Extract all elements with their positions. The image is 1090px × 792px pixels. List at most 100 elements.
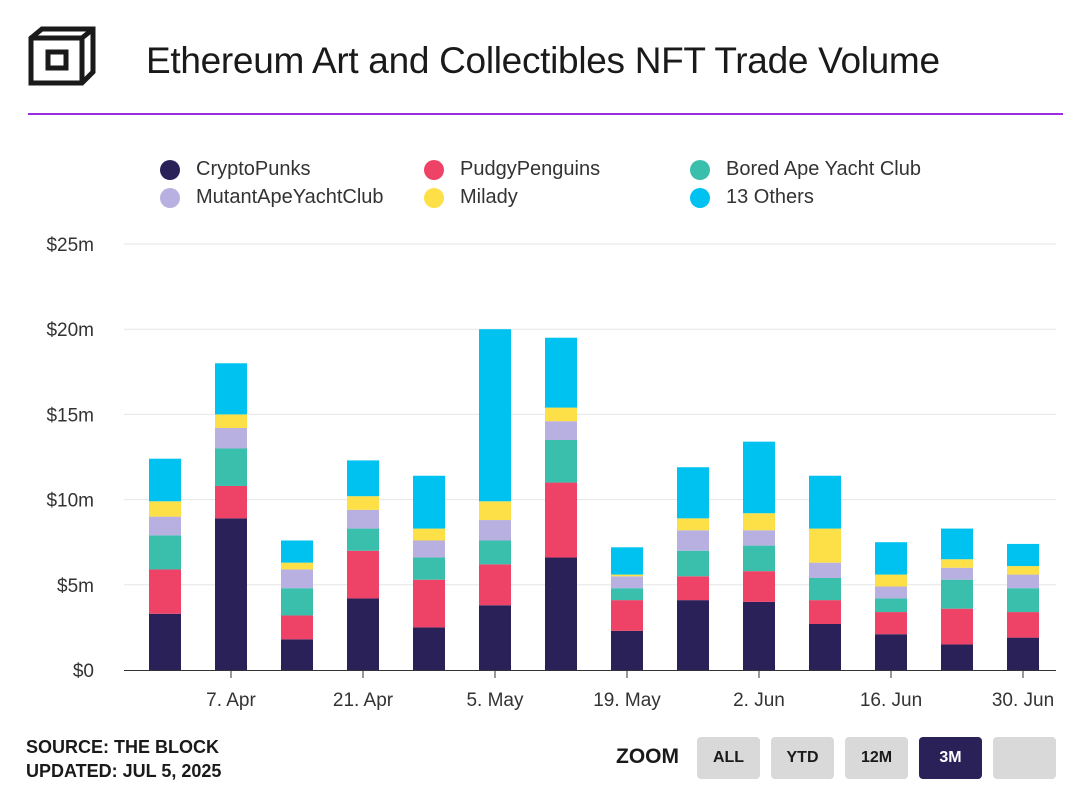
y-tick-label: $15m: [46, 405, 94, 426]
the-block-logo-icon: [28, 26, 96, 86]
y-tick-label: $0: [73, 661, 94, 682]
bar-segment-bored-ape-yacht-club: [1007, 588, 1039, 613]
bar-segment-milady: [1007, 566, 1039, 575]
bar-segment-13-others: [875, 542, 907, 575]
bar-segment-mutantapeyachtclub: [479, 520, 511, 541]
bar-segment-pudgypenguins: [941, 608, 973, 645]
title-divider: [28, 113, 1063, 115]
bar-segment-pudgypenguins: [347, 550, 379, 599]
legend-label: PudgyPenguins: [460, 158, 601, 180]
bar-segment-13-others: [413, 475, 445, 529]
legend-item-mutantapeyachtclub[interactable]: MutantApeYachtClub: [160, 186, 384, 209]
legend-item-cryptopunks[interactable]: CryptoPunks: [160, 158, 311, 181]
bar-segment-cryptopunks: [875, 634, 907, 670]
legend-item-bored-ape-yacht-club[interactable]: Bored Ape Yacht Club: [690, 158, 921, 181]
bar-segment-bored-ape-yacht-club: [413, 557, 445, 580]
legend-item-milady[interactable]: Milady: [424, 186, 518, 209]
bar-segment-mutantapeyachtclub: [743, 530, 775, 546]
y-tick-label: $25m: [46, 235, 94, 256]
bar-segment-bored-ape-yacht-club: [347, 528, 379, 551]
bar-segment-pudgypenguins: [413, 579, 445, 628]
legend-label: 13 Others: [726, 186, 814, 208]
bar-segment-pudgypenguins: [215, 485, 247, 519]
bar-segment-13-others: [149, 458, 181, 502]
bar-segment-mutantapeyachtclub: [347, 509, 379, 529]
bar-segment-pudgypenguins: [1007, 612, 1039, 638]
bar-segment-13-others: [1007, 543, 1039, 567]
bar-segment-13-others: [677, 467, 709, 519]
bar-segment-mutantapeyachtclub: [941, 567, 973, 580]
x-tick-label: 16. Jun: [860, 690, 922, 711]
bar-segment-mutantapeyachtclub: [413, 540, 445, 558]
bar-segment-milady: [347, 496, 379, 510]
bar-segment-pudgypenguins: [611, 600, 643, 631]
bar-segment-bored-ape-yacht-club: [479, 540, 511, 565]
zoom-extra-button[interactable]: [993, 737, 1056, 779]
bar-segment-cryptopunks: [149, 613, 181, 670]
bar-segment-13-others: [743, 441, 775, 514]
updated-text: UPDATED: JUL 5, 2025: [26, 761, 222, 781]
x-tick-label: 5. May: [466, 690, 524, 711]
bar-segment-pudgypenguins: [149, 569, 181, 614]
bar-segment-bored-ape-yacht-club: [611, 588, 643, 601]
bar-segment-milady: [809, 528, 841, 563]
bar-segment-cryptopunks: [281, 639, 313, 670]
bar-segment-bored-ape-yacht-club: [215, 448, 247, 486]
bar-segment-bored-ape-yacht-club: [941, 579, 973, 609]
bar-segment-cryptopunks: [479, 605, 511, 670]
x-tick-label: 7. Apr: [206, 690, 256, 711]
bar-segment-cryptopunks: [611, 630, 643, 670]
bar-segment-mutantapeyachtclub: [875, 586, 907, 599]
bar-segment-bored-ape-yacht-club: [809, 577, 841, 601]
legend-item-pudgypenguins[interactable]: PudgyPenguins: [424, 158, 600, 181]
bar-segment-milady: [413, 528, 445, 541]
bar-segment-13-others: [347, 460, 379, 497]
bar-segment-bored-ape-yacht-club: [677, 550, 709, 577]
bar-segment-mutantapeyachtclub: [611, 576, 643, 589]
source-text: SOURCE: THE BLOCK: [26, 737, 219, 757]
bar-segment-cryptopunks: [809, 623, 841, 670]
legend-item-13-others[interactable]: 13 Others: [690, 186, 814, 209]
legend-label: Milady: [460, 186, 518, 208]
bar-segment-mutantapeyachtclub: [677, 530, 709, 551]
zoom-3m-button[interactable]: 3M: [919, 737, 982, 779]
bar-segment-cryptopunks: [677, 600, 709, 670]
y-tick-label: $5m: [57, 576, 94, 597]
y-tick-label: $10m: [46, 491, 94, 512]
bar-segment-pudgypenguins: [479, 564, 511, 606]
bar-segment-13-others: [215, 363, 247, 415]
bar-segment-bored-ape-yacht-club: [545, 439, 577, 483]
bar-segment-milady: [941, 559, 973, 568]
zoom-12m-button[interactable]: 12M: [845, 737, 908, 779]
bar-segment-mutantapeyachtclub: [809, 562, 841, 578]
bar-segment-bored-ape-yacht-club: [875, 598, 907, 613]
legend-marker: [424, 187, 444, 208]
bar-segment-cryptopunks: [347, 598, 379, 670]
bar-segment-bored-ape-yacht-club: [149, 535, 181, 570]
bar-segment-cryptopunks: [215, 518, 247, 670]
zoom-all-button[interactable]: ALL: [697, 737, 760, 779]
bar-segment-13-others: [479, 329, 511, 502]
bar-segment-pudgypenguins: [743, 571, 775, 602]
x-tick-label: 19. May: [593, 690, 661, 711]
legend-marker: [424, 159, 444, 180]
bar-segment-pudgypenguins: [281, 615, 313, 640]
stacked-bar-chart: $0 $5m $10m $15m $20m $25m 7. Apr 21. Apr 5. May…: [46, 235, 1056, 711]
x-tick-label: 30. Jun: [992, 690, 1054, 711]
bar-segment-pudgypenguins: [875, 612, 907, 635]
bar-segment-milady: [281, 562, 313, 570]
bar-segment-pudgypenguins: [677, 576, 709, 601]
bar-segment-cryptopunks: [743, 601, 775, 670]
bar-segment-mutantapeyachtclub: [215, 428, 247, 449]
bar-segment-bored-ape-yacht-club: [281, 588, 313, 616]
zoom-ytd-button[interactable]: YTD: [771, 737, 834, 779]
y-tick-label: $20m: [46, 320, 94, 341]
legend-label: Bored Ape Yacht Club: [726, 158, 921, 180]
bar-segment-cryptopunks: [413, 627, 445, 670]
legend-marker: [160, 187, 180, 208]
bar-segment-pudgypenguins: [809, 600, 841, 624]
bar-segment-milady: [875, 574, 907, 587]
legend-label: MutantApeYachtClub: [196, 186, 384, 208]
bar-segment-13-others: [281, 540, 313, 563]
bar-segment-cryptopunks: [941, 644, 973, 670]
